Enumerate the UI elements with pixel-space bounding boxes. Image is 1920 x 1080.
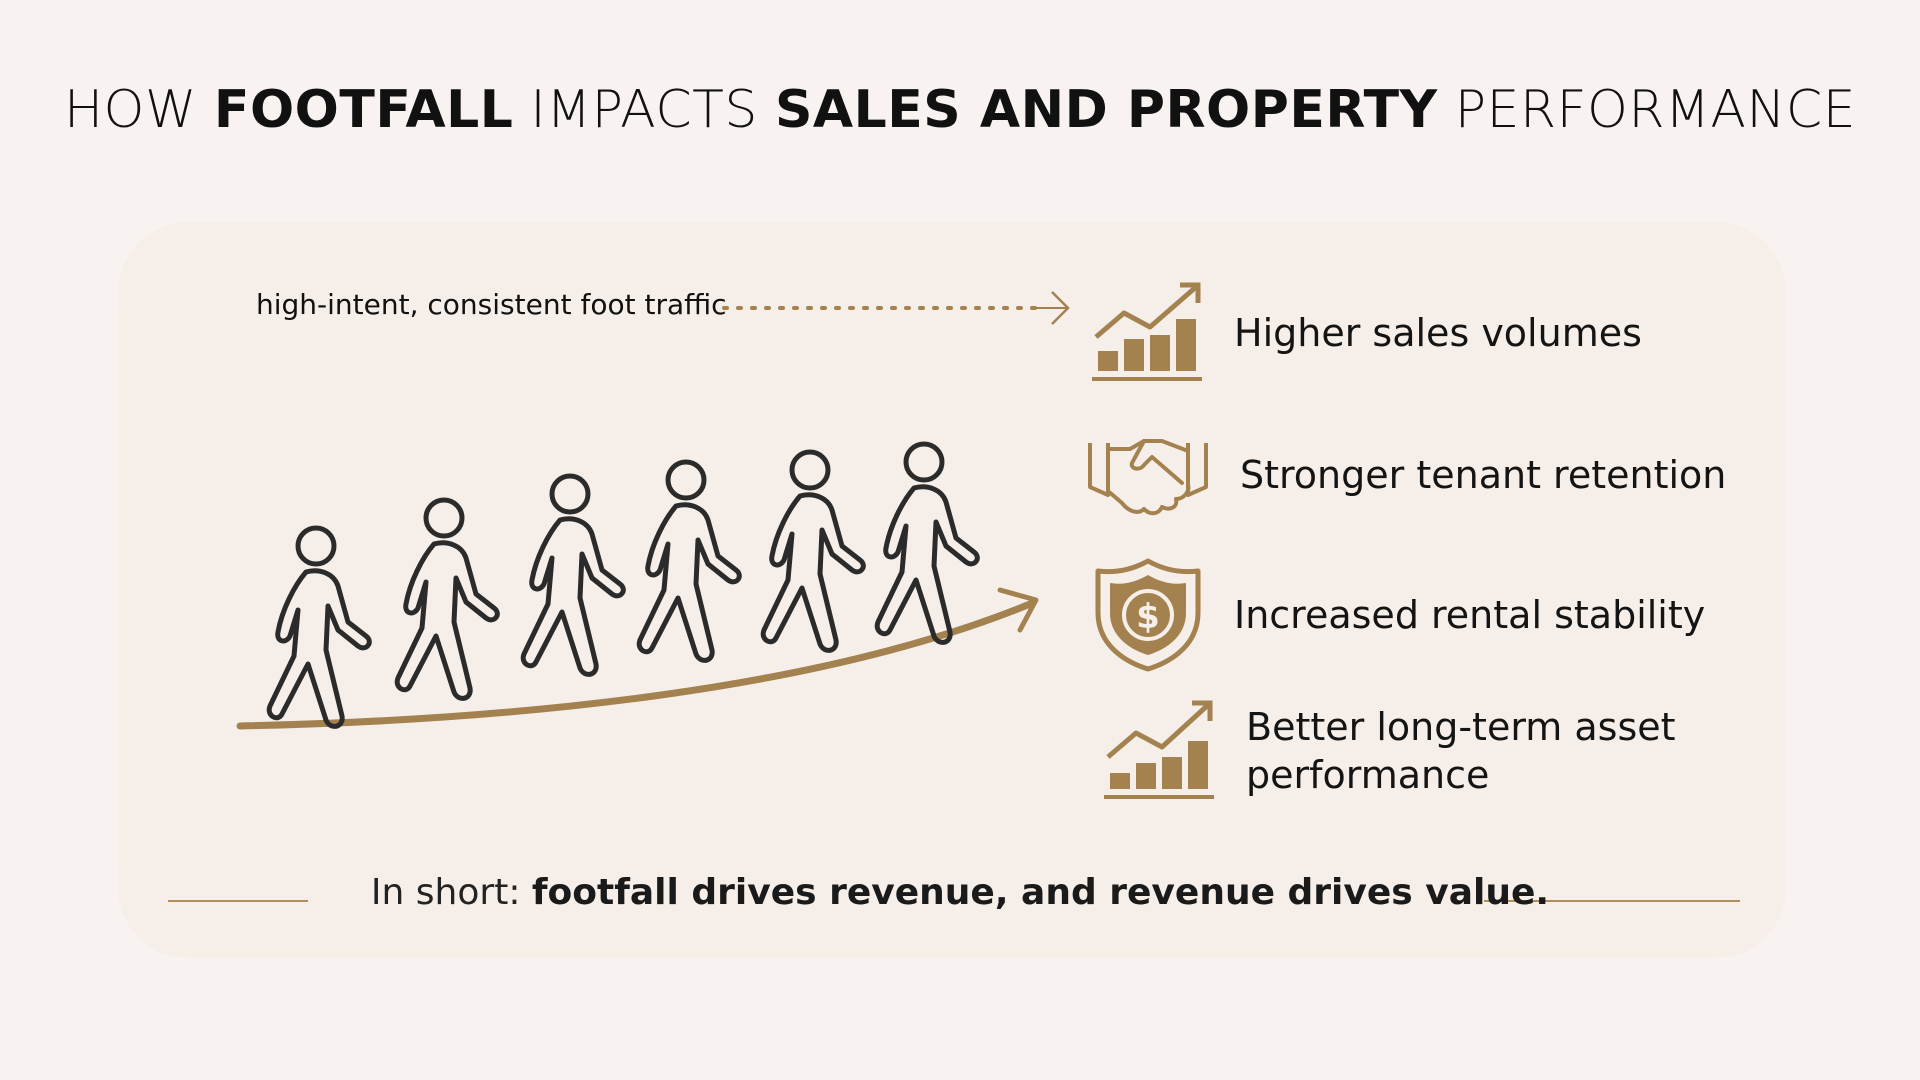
dollar-shield-icon: $ bbox=[1078, 558, 1218, 672]
title-part-sales-property: SALES AND PROPERTY bbox=[774, 80, 1438, 140]
benefit-label: Higher sales volumes bbox=[1234, 311, 1642, 355]
dotted-arrow-icon bbox=[722, 291, 1070, 325]
benefit-tenant-retention: Stronger tenant retention bbox=[1078, 420, 1726, 530]
benefit-higher-sales: Higher sales volumes bbox=[1078, 278, 1642, 388]
title-part-performance: PERFORMANCE bbox=[1437, 80, 1857, 140]
traffic-label: high-intent, consistent foot traffic bbox=[256, 288, 727, 321]
rising-path-arrow-icon bbox=[236, 587, 1039, 730]
summary-lead: In short: bbox=[370, 872, 532, 913]
walking-person-icon bbox=[877, 444, 977, 642]
handshake-icon bbox=[1078, 420, 1218, 530]
benefit-label: Increased rental stability bbox=[1234, 593, 1706, 637]
benefit-label-line2: performance bbox=[1246, 753, 1490, 797]
bar-chart-growth-icon bbox=[1090, 696, 1230, 806]
benefit-rental-stability: $ Increased rental stability bbox=[1078, 558, 1706, 672]
divider-right bbox=[1484, 900, 1740, 902]
summary-statement: In short: footfall drives revenue, and r… bbox=[0, 872, 1920, 913]
bar-chart-growth-icon bbox=[1078, 278, 1218, 388]
benefit-label: Stronger tenant retention bbox=[1240, 453, 1727, 497]
svg-text:$: $ bbox=[1136, 597, 1160, 637]
summary-text: footfall drives revenue, and revenue dri… bbox=[531, 872, 1550, 913]
content-panel bbox=[118, 222, 1786, 958]
title-part-how: HOW bbox=[63, 80, 214, 140]
walking-person-icon bbox=[639, 462, 739, 660]
title-part-footfall: FOOTFALL bbox=[213, 80, 514, 140]
divider-left bbox=[168, 900, 308, 902]
walking-person-icon bbox=[763, 452, 863, 650]
walking-person-icon bbox=[523, 476, 623, 674]
benefit-label-line1: Better long-term asset bbox=[1246, 705, 1676, 749]
walking-person-icon bbox=[269, 528, 369, 726]
page-title: HOW FOOTFALL IMPACTS SALES AND PROPERTY … bbox=[0, 80, 1920, 140]
title-part-impacts: IMPACTS bbox=[513, 80, 775, 140]
walking-person-icon bbox=[397, 500, 497, 698]
benefit-label: Better long-term asset performance bbox=[1246, 703, 1676, 799]
benefit-asset-performance: Better long-term asset performance bbox=[1090, 696, 1676, 806]
